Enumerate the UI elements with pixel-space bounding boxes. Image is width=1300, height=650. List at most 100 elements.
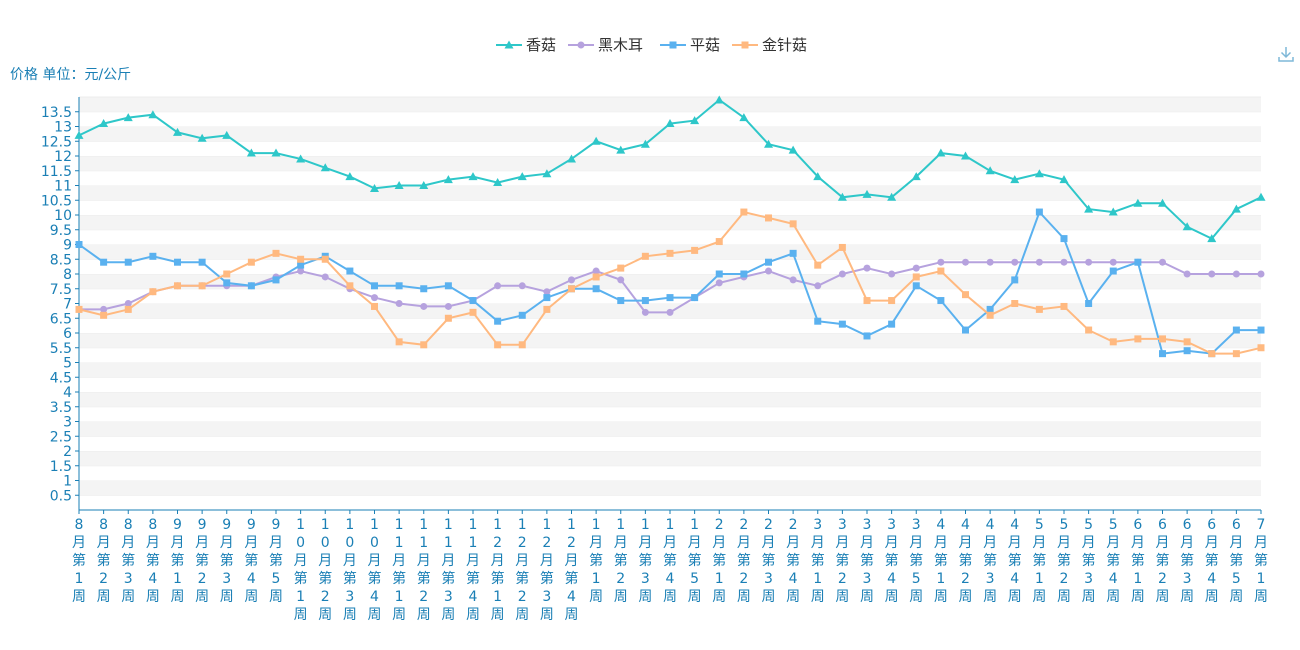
data-point-marker[interactable]: [888, 320, 896, 328]
data-point-marker[interactable]: [986, 305, 994, 313]
data-point-marker[interactable]: [1011, 258, 1019, 266]
data-point-marker[interactable]: [272, 276, 280, 284]
data-point-marker[interactable]: [962, 291, 969, 299]
data-point-marker[interactable]: [1011, 276, 1019, 284]
data-point-marker[interactable]: [395, 338, 403, 346]
data-point-marker[interactable]: [715, 238, 723, 246]
data-point-marker[interactable]: [297, 261, 305, 269]
data-point-marker[interactable]: [246, 148, 256, 157]
data-point-marker[interactable]: [765, 258, 772, 266]
data-point-marker[interactable]: [420, 285, 428, 293]
data-point-marker[interactable]: [1108, 207, 1118, 216]
data-point-marker[interactable]: [617, 297, 625, 305]
data-point-marker[interactable]: [912, 282, 920, 290]
data-point-marker[interactable]: [271, 148, 281, 157]
legend-item[interactable]: 香菇: [496, 36, 556, 54]
data-point-marker[interactable]: [419, 181, 429, 189]
data-point-marker[interactable]: [837, 192, 847, 201]
data-point-marker[interactable]: [1085, 300, 1093, 307]
data-point-marker[interactable]: [222, 130, 232, 139]
legend-item[interactable]: 平菇: [660, 36, 720, 54]
data-point-marker[interactable]: [617, 264, 625, 272]
data-point-marker[interactable]: [469, 308, 477, 316]
data-point-marker[interactable]: [1232, 270, 1240, 278]
data-point-marker[interactable]: [74, 130, 84, 139]
data-point-marker[interactable]: [591, 136, 601, 145]
data-point-marker[interactable]: [1183, 270, 1191, 278]
data-point-marker[interactable]: [1257, 270, 1265, 278]
data-point-marker[interactable]: [123, 113, 133, 122]
data-point-marker[interactable]: [1035, 258, 1043, 266]
data-point-marker[interactable]: [714, 95, 724, 104]
data-point-marker[interactable]: [444, 314, 452, 322]
data-point-marker[interactable]: [371, 282, 378, 290]
data-point-marker[interactable]: [518, 311, 526, 319]
data-point-marker[interactable]: [198, 282, 206, 290]
data-point-marker[interactable]: [149, 288, 157, 296]
data-point-marker[interactable]: [814, 282, 822, 290]
data-point-marker[interactable]: [640, 139, 650, 148]
data-point-marker[interactable]: [1060, 302, 1068, 310]
data-point-marker[interactable]: [862, 189, 872, 198]
data-point-marker[interactable]: [100, 258, 108, 266]
data-point-marker[interactable]: [887, 192, 897, 201]
data-point-marker[interactable]: [1159, 258, 1166, 266]
data-point-marker[interactable]: [911, 172, 921, 181]
data-point-marker[interactable]: [494, 341, 502, 349]
data-point-marker[interactable]: [543, 305, 551, 313]
data-point-marker[interactable]: [617, 276, 625, 284]
data-point-marker[interactable]: [962, 326, 969, 334]
data-point-marker[interactable]: [1182, 222, 1192, 231]
data-point-marker[interactable]: [321, 273, 329, 281]
data-point-marker[interactable]: [272, 249, 280, 257]
data-point-marker[interactable]: [789, 276, 797, 284]
data-point-marker[interactable]: [641, 252, 649, 260]
data-point-marker[interactable]: [739, 113, 749, 122]
data-point-marker[interactable]: [814, 317, 822, 325]
data-point-marker[interactable]: [100, 311, 108, 319]
data-point-marker[interactable]: [148, 110, 158, 119]
data-point-marker[interactable]: [321, 255, 329, 263]
data-point-marker[interactable]: [986, 258, 994, 266]
data-point-marker[interactable]: [149, 252, 157, 260]
data-point-marker[interactable]: [1035, 208, 1043, 216]
data-point-marker[interactable]: [395, 282, 403, 290]
data-point-marker[interactable]: [469, 297, 477, 305]
legend-item[interactable]: 金针菇: [732, 36, 807, 54]
data-point-marker[interactable]: [345, 172, 355, 181]
data-point-marker[interactable]: [1134, 335, 1142, 343]
data-point-marker[interactable]: [75, 241, 83, 248]
data-point-marker[interactable]: [371, 302, 378, 310]
data-point-marker[interactable]: [962, 258, 969, 266]
data-point-marker[interactable]: [961, 151, 970, 160]
data-point-marker[interactable]: [542, 169, 552, 178]
data-point-marker[interactable]: [1159, 350, 1166, 358]
data-point-marker[interactable]: [420, 302, 428, 310]
data-point-marker[interactable]: [543, 288, 551, 296]
data-point-marker[interactable]: [912, 264, 920, 272]
data-point-marker[interactable]: [1085, 326, 1093, 334]
data-point-marker[interactable]: [592, 267, 600, 275]
data-point-marker[interactable]: [937, 297, 945, 305]
data-point-marker[interactable]: [346, 267, 354, 275]
data-point-marker[interactable]: [518, 341, 526, 349]
data-point-marker[interactable]: [297, 267, 305, 275]
data-point-marker[interactable]: [1232, 326, 1240, 334]
data-point-marker[interactable]: [1085, 258, 1093, 266]
data-point-marker[interactable]: [789, 249, 797, 257]
data-point-marker[interactable]: [320, 163, 330, 172]
data-point-marker[interactable]: [568, 285, 575, 293]
data-point-marker[interactable]: [1207, 234, 1217, 243]
data-point-marker[interactable]: [297, 255, 305, 263]
data-point-marker[interactable]: [394, 181, 404, 189]
data-point-marker[interactable]: [1059, 175, 1069, 184]
data-point-marker[interactable]: [592, 273, 600, 281]
data-point-marker[interactable]: [75, 305, 83, 313]
data-point-marker[interactable]: [838, 320, 846, 328]
data-point-marker[interactable]: [666, 308, 674, 316]
data-point-marker[interactable]: [740, 270, 748, 278]
data-point-marker[interactable]: [616, 145, 626, 154]
data-point-marker[interactable]: [863, 297, 871, 305]
data-point-marker[interactable]: [517, 172, 527, 181]
data-point-marker[interactable]: [370, 183, 379, 192]
